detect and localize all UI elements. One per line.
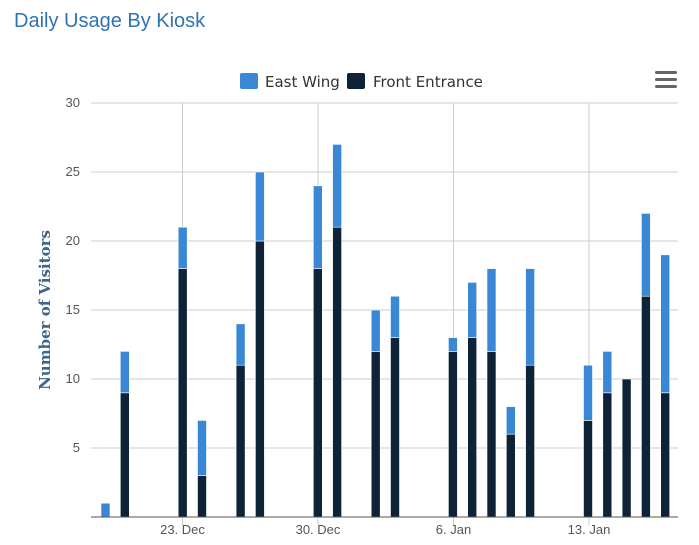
bar-east-wing[interactable]: [448, 337, 458, 352]
bar-front-entrance[interactable]: [486, 351, 497, 518]
y-axis-label: Number of Visitors: [36, 230, 54, 390]
x-tick-labels: 23. Dec 30. Dec 6. Jan 13. Jan: [160, 522, 610, 537]
legend: East Wing Front Entrance: [240, 73, 483, 91]
bar-front-entrance[interactable]: [621, 378, 632, 518]
bar-front-entrance[interactable]: [177, 268, 188, 518]
bar-east-wing[interactable]: [332, 144, 342, 228]
legend-swatch-front-entrance: [347, 73, 365, 89]
bar-front-entrance[interactable]: [370, 351, 381, 518]
bar-east-wing[interactable]: [641, 213, 651, 297]
bars: [100, 144, 671, 518]
bar-east-wing[interactable]: [370, 309, 381, 352]
bar-front-entrance[interactable]: [332, 226, 342, 518]
legend-label-front-entrance: Front Entrance: [373, 73, 483, 91]
bar-east-wing[interactable]: [602, 351, 613, 394]
bar-east-wing[interactable]: [100, 502, 111, 518]
y-tick-label: 25: [66, 164, 80, 179]
hamburger-menu-icon[interactable]: [655, 71, 677, 89]
x-tick-label: 30. Dec: [296, 522, 341, 537]
bar-front-entrance[interactable]: [602, 392, 613, 518]
legend-label-east-wing: East Wing: [265, 73, 340, 91]
x-tick-label: 13. Jan: [568, 522, 611, 537]
bar-east-wing[interactable]: [120, 351, 130, 394]
bar-front-entrance[interactable]: [235, 364, 246, 518]
bar-front-entrance[interactable]: [197, 475, 207, 518]
y-tick-label: 15: [66, 302, 80, 317]
bar-east-wing[interactable]: [235, 323, 246, 366]
bar-front-entrance[interactable]: [467, 337, 478, 518]
bar-east-wing[interactable]: [255, 171, 265, 242]
bar-front-entrance[interactable]: [390, 337, 400, 518]
bar-east-wing[interactable]: [660, 254, 671, 394]
bar-front-entrance[interactable]: [120, 392, 130, 518]
bar-east-wing[interactable]: [467, 282, 478, 338]
y-tick-label: 5: [73, 440, 80, 455]
bar-east-wing[interactable]: [312, 185, 323, 269]
y-tick-label: 10: [66, 371, 80, 386]
x-tick-label: 23. Dec: [160, 522, 205, 537]
bar-east-wing[interactable]: [583, 364, 593, 421]
bar-front-entrance[interactable]: [255, 240, 265, 518]
bar-east-wing[interactable]: [486, 268, 497, 352]
bar-front-entrance[interactable]: [448, 351, 458, 518]
bar-east-wing[interactable]: [390, 295, 400, 338]
legend-item-front-entrance[interactable]: Front Entrance: [347, 73, 483, 91]
bar-front-entrance[interactable]: [505, 433, 516, 518]
bar-front-entrance[interactable]: [312, 268, 323, 518]
bar-front-entrance[interactable]: [660, 392, 671, 518]
bar-east-wing[interactable]: [525, 268, 535, 366]
legend-swatch-east-wing: [240, 73, 258, 89]
legend-item-east-wing[interactable]: East Wing: [240, 73, 340, 91]
bar-east-wing[interactable]: [177, 226, 188, 269]
bar-east-wing[interactable]: [197, 420, 207, 476]
bar-east-wing[interactable]: [505, 406, 516, 435]
y-tick-label: 30: [66, 95, 80, 110]
page-title: Daily Usage By Kiosk: [14, 10, 206, 32]
bar-front-entrance[interactable]: [525, 364, 535, 518]
bar-front-entrance[interactable]: [641, 295, 651, 518]
y-tick-label: 20: [66, 233, 80, 248]
y-tick-labels: 5 10 15 20 25 30: [66, 95, 80, 455]
bar-front-entrance[interactable]: [583, 420, 593, 518]
x-tick-label: 6. Jan: [436, 522, 471, 537]
